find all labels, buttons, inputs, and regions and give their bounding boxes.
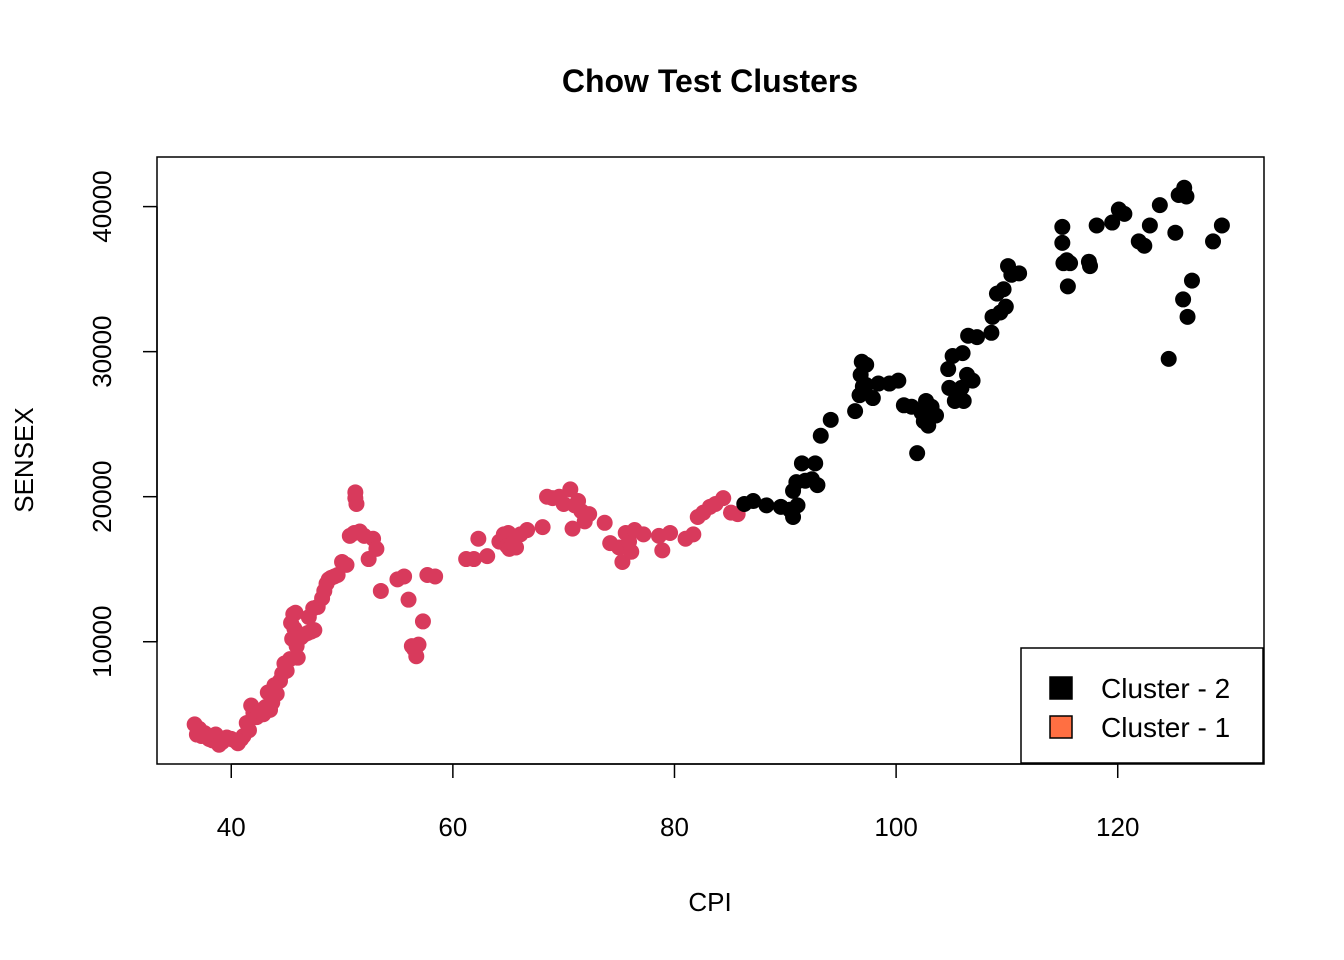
- data-point: [1178, 188, 1195, 205]
- legend: Cluster - 2 Cluster - 1: [1020, 647, 1264, 764]
- data-point: [1141, 217, 1158, 234]
- data-point: [954, 345, 971, 362]
- data-point: [534, 519, 551, 536]
- data-point: [581, 506, 598, 523]
- data-point: [564, 520, 581, 537]
- x-axis-label: CPI: [688, 887, 731, 917]
- y-axis-label: SENSEX: [9, 407, 39, 513]
- series-cluster-1: [186, 481, 746, 753]
- data-point: [654, 542, 671, 559]
- data-point: [812, 427, 829, 444]
- x-axis: 40 60 80 100 120: [217, 763, 1139, 842]
- data-point: [858, 356, 875, 373]
- data-point: [414, 613, 431, 630]
- legend-label-cluster-2: Cluster - 2: [1101, 673, 1230, 704]
- legend-box: [1020, 647, 1264, 764]
- data-point: [1054, 218, 1071, 235]
- data-point: [822, 411, 839, 428]
- x-tick-label: 40: [217, 812, 246, 842]
- data-point: [1183, 272, 1200, 289]
- data-point: [287, 604, 304, 621]
- data-point: [372, 582, 389, 599]
- data-point: [715, 490, 732, 507]
- data-point: [396, 568, 413, 585]
- data-point: [995, 281, 1012, 298]
- x-tick-label: 80: [660, 812, 689, 842]
- data-point: [955, 392, 972, 409]
- data-point: [1167, 224, 1184, 241]
- x-tick-label: 60: [438, 812, 467, 842]
- data-point: [964, 372, 981, 389]
- data-point: [1104, 214, 1121, 231]
- data-point: [635, 526, 652, 543]
- data-point: [969, 329, 985, 346]
- series-cluster-2: [736, 179, 1230, 525]
- data-point: [940, 361, 957, 378]
- data-point: [240, 722, 257, 739]
- data-point: [870, 375, 887, 392]
- data-point: [858, 377, 875, 394]
- data-point: [809, 477, 826, 494]
- data-point: [793, 455, 810, 472]
- data-point: [519, 522, 536, 539]
- data-point: [347, 484, 364, 501]
- data-point: [306, 622, 323, 639]
- data-point: [928, 407, 944, 424]
- legend-swatch-cluster-1: [1049, 715, 1073, 739]
- data-point: [745, 493, 762, 510]
- data-point: [338, 556, 355, 573]
- data-point: [847, 403, 864, 420]
- data-point: [909, 445, 926, 462]
- data-point: [1054, 234, 1071, 251]
- data-point: [368, 540, 385, 557]
- data-point: [1205, 233, 1222, 250]
- data-point: [890, 372, 907, 389]
- data-point: [685, 526, 702, 543]
- data-point: [983, 324, 1000, 341]
- y-axis: 10000 20000 30000 40000: [87, 170, 158, 678]
- y-tick-label: 10000: [87, 606, 117, 678]
- data-point: [1136, 237, 1153, 254]
- data-point: [1082, 258, 1099, 275]
- data-point: [508, 539, 525, 556]
- legend-swatch-cluster-2: [1049, 676, 1073, 700]
- data-point: [864, 390, 881, 407]
- data-point: [1088, 217, 1105, 234]
- x-tick-label: 100: [874, 812, 917, 842]
- y-tick-label: 40000: [87, 170, 117, 242]
- data-point: [410, 636, 427, 653]
- legend-label-cluster-1: Cluster - 1: [1101, 712, 1230, 743]
- data-point: [807, 455, 824, 472]
- data-point: [1175, 291, 1192, 308]
- y-tick-label: 20000: [87, 461, 117, 533]
- data-point: [662, 524, 679, 541]
- y-tick-label: 30000: [87, 315, 117, 387]
- data-point: [1011, 265, 1028, 282]
- data-point: [1151, 197, 1168, 214]
- data-point: [427, 568, 444, 585]
- x-tick-label: 120: [1096, 812, 1139, 842]
- data-point: [789, 497, 806, 514]
- data-point: [479, 548, 496, 565]
- data-point: [997, 298, 1014, 315]
- points-layer: [186, 179, 1230, 753]
- data-point: [470, 530, 487, 547]
- data-point: [289, 649, 306, 666]
- data-point: [1059, 278, 1076, 295]
- data-point: [1116, 205, 1133, 222]
- data-point: [1213, 217, 1230, 234]
- data-point: [1179, 308, 1196, 325]
- data-point: [1160, 350, 1177, 367]
- data-point: [268, 685, 285, 702]
- data-point: [758, 497, 775, 514]
- data-point: [562, 481, 579, 498]
- data-point: [596, 514, 613, 531]
- data-point: [400, 591, 417, 608]
- data-point: [465, 551, 482, 568]
- data-point: [1062, 255, 1079, 272]
- chart-title: Chow Test Clusters: [562, 63, 858, 99]
- data-point: [623, 543, 640, 560]
